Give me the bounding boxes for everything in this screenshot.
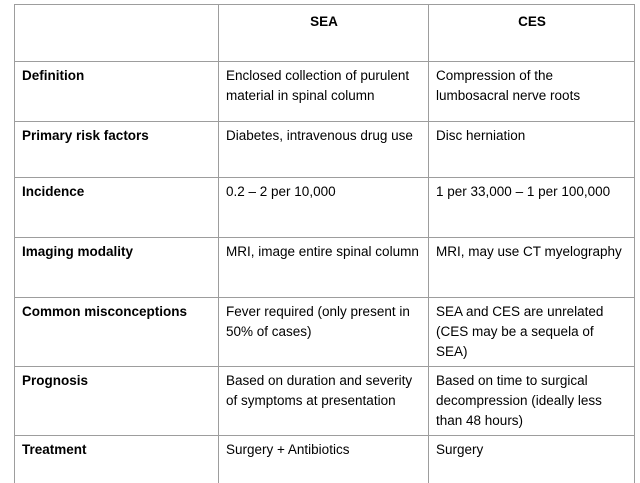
cell-treatment-ces: Surgery (428, 435, 635, 483)
cell-definition-ces: Compression of the lumbosacral nerve roo… (428, 61, 635, 122)
cell-incidence-sea: 0.2 – 2 per 10,000 (218, 177, 429, 238)
cell-imaging-ces: MRI, may use CT myelography (428, 237, 635, 298)
cell-definition-sea: Enclosed collection of purulent material… (218, 61, 429, 122)
table-row: Treatment Surgery + Antibiotics Surgery (14, 435, 635, 483)
cell-prognosis-sea: Based on duration and severity of sympto… (218, 366, 429, 436)
table-row: Definition Enclosed collection of purule… (14, 61, 635, 122)
sea-ces-comparison-table: SEA CES Definition Enclosed collection o… (14, 4, 635, 483)
header-corner-cell (14, 4, 219, 62)
table-row: Imaging modality MRI, image entire spina… (14, 237, 635, 298)
row-label-incidence: Incidence (14, 177, 219, 238)
row-label-primary-risk-factors: Primary risk factors (14, 121, 219, 178)
cell-risk-ces: Disc herniation (428, 121, 635, 178)
row-label-definition: Definition (14, 61, 219, 122)
row-label-treatment: Treatment (14, 435, 219, 483)
header-ces: CES (428, 4, 635, 62)
cell-risk-sea: Diabetes, intravenous drug use (218, 121, 429, 178)
cell-misconceptions-ces: SEA and CES are unrelated (CES may be a … (428, 297, 635, 367)
row-label-common-misconceptions: Common misconceptions (14, 297, 219, 367)
cell-treatment-sea: Surgery + Antibiotics (218, 435, 429, 483)
cell-prognosis-ces: Based on time to surgical decompression … (428, 366, 635, 436)
table-header-row: SEA CES (14, 4, 635, 62)
cell-imaging-sea: MRI, image entire spinal column (218, 237, 429, 298)
header-sea: SEA (218, 4, 429, 62)
cell-incidence-ces: 1 per 33,000 – 1 per 100,000 (428, 177, 635, 238)
table-row: Primary risk factors Diabetes, intraveno… (14, 121, 635, 178)
table-row: Prognosis Based on duration and severity… (14, 366, 635, 436)
table-row: Common misconceptions Fever required (on… (14, 297, 635, 367)
table-row: Incidence 0.2 – 2 per 10,000 1 per 33,00… (14, 177, 635, 238)
row-label-imaging-modality: Imaging modality (14, 237, 219, 298)
cell-misconceptions-sea: Fever required (only present in 50% of c… (218, 297, 429, 367)
row-label-prognosis: Prognosis (14, 366, 219, 436)
